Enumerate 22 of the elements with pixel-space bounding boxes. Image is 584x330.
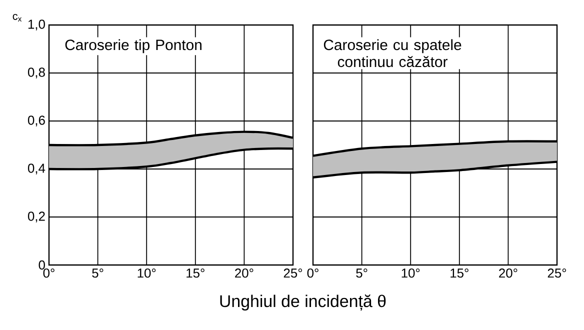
y-tick-label: 0 <box>38 260 45 270</box>
y-tick-label: 0,8 <box>28 68 45 78</box>
x-tick-label: 20° <box>235 268 254 278</box>
y-tick-label: 0,6 <box>28 116 45 126</box>
y-tick-label: 1,0 <box>28 20 45 30</box>
text: Caroserie cu spatele continuu căzător <box>324 39 462 68</box>
y-axis-title: c$_{x}$ <box>12 14 22 22</box>
x-tick-label: 20° <box>499 268 518 278</box>
text: Caroserie tip Ponton <box>65 39 202 54</box>
x-tick-label: 25° <box>284 268 302 278</box>
x-tick-label: 0° <box>43 268 54 278</box>
x-tick-label: 5° <box>92 268 104 278</box>
y-tick-label: 0,2 <box>28 212 45 222</box>
x-tick-label: 25° <box>548 268 566 278</box>
y-tick-label: 0,4 <box>28 164 46 174</box>
x-tick-label: 10° <box>138 268 156 278</box>
x-tick-label: 10° <box>402 268 420 278</box>
x-tick-label: 0° <box>307 268 318 278</box>
x-tick-label: 15° <box>450 268 468 278</box>
x-axis-title: Unghiul de incidență θ <box>220 294 386 311</box>
x-tick-label: 5° <box>356 268 368 278</box>
x-tick-label: 15° <box>186 268 204 278</box>
